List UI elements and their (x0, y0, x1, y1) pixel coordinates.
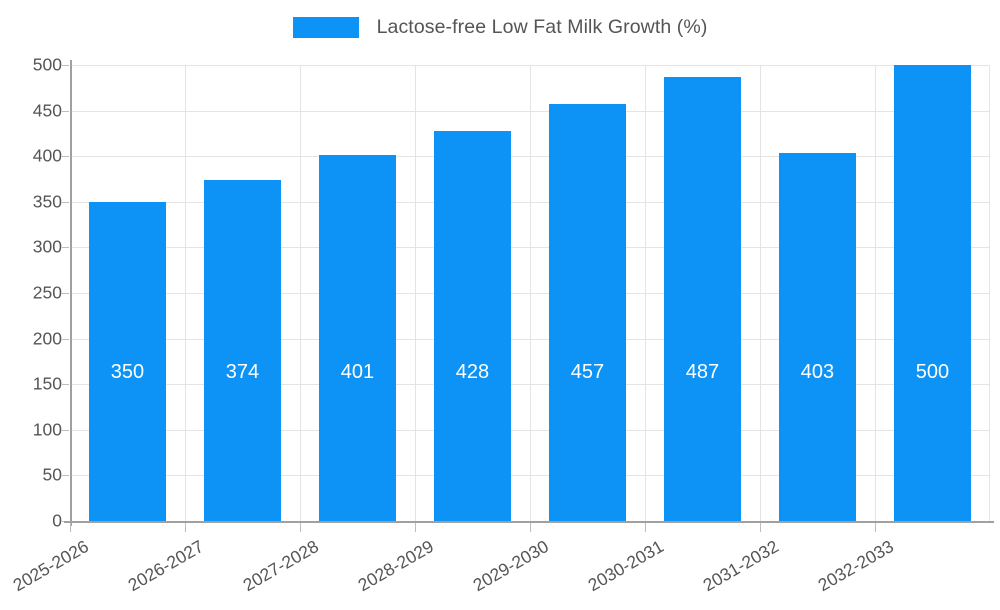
x-axis-tick-mark (530, 523, 531, 532)
y-axis-tick-label: 200 (32, 328, 62, 349)
bar[interactable]: 401 (319, 155, 396, 521)
bar-value-label: 487 (685, 361, 720, 383)
chart-legend: Lactose-free Low Fat Milk Growth (%) (0, 10, 1000, 44)
x-axis-tick-mark (760, 523, 761, 532)
x-axis-tick-label: 2028-2029 (354, 536, 437, 596)
x-axis-line (64, 521, 994, 523)
x-gridline (645, 65, 646, 521)
y-axis-tick-mark (62, 247, 69, 249)
y-axis-line (70, 60, 72, 526)
y-axis-tick-label: 350 (32, 191, 62, 212)
bar-value-label: 500 (915, 361, 950, 383)
bar[interactable]: 487 (664, 76, 741, 521)
y-axis-tick-mark (62, 65, 69, 66)
bar[interactable]: 350 (89, 201, 166, 521)
y-axis-tick-label: 300 (32, 236, 62, 257)
x-gridline (989, 65, 990, 521)
x-gridline (415, 65, 416, 521)
x-axis-tick-label: 2030-2031 (584, 536, 667, 596)
x-axis-tick-mark (875, 523, 876, 532)
y-axis-tick-label: 0 (52, 510, 62, 531)
bar[interactable]: 403 (779, 153, 856, 521)
y-axis-tick-mark (62, 475, 69, 477)
plot-area: 350 374 401 428 457 487 403 500 (70, 65, 990, 522)
x-axis-tick-mark (645, 523, 646, 532)
x-gridline (530, 65, 531, 521)
y-axis-tick-mark (62, 384, 69, 386)
x-axis-tick-mark (415, 523, 416, 532)
y-axis-tick-mark (62, 201, 69, 203)
bar[interactable]: 457 (549, 104, 626, 521)
x-gridline (760, 65, 761, 521)
y-axis-tick-label: 250 (32, 282, 62, 303)
bar-value-label: 428 (455, 361, 490, 383)
legend-color-swatch[interactable] (292, 16, 359, 38)
y-axis-tick-label: 400 (32, 145, 62, 166)
x-gridline (185, 65, 186, 521)
y-axis-tick-label: 450 (32, 100, 62, 121)
x-axis-tick-mark (185, 523, 186, 532)
x-axis-tick-mark (70, 523, 71, 532)
legend-label: Lactose-free Low Fat Milk Growth (%) (376, 15, 708, 38)
bar-value-label: 403 (800, 361, 835, 383)
y-axis-tick-mark (62, 338, 69, 340)
bar[interactable]: 500 (894, 65, 971, 521)
y-axis-tick-mark (62, 429, 69, 431)
x-gridline (875, 65, 876, 521)
x-axis-tick-label: 2032-2033 (814, 536, 897, 596)
y-axis-tick-label: 50 (42, 464, 62, 485)
x-axis-tick-mark (300, 523, 301, 532)
bar[interactable]: 428 (434, 130, 511, 521)
x-gridline (300, 65, 301, 521)
bar-value-label: 457 (570, 361, 605, 383)
y-axis-tick-mark (62, 156, 69, 158)
bar-value-label: 374 (225, 361, 260, 383)
y-axis-tick-label: 100 (32, 419, 62, 440)
bar-value-label: 401 (340, 361, 375, 383)
y-axis-labels: 0 50 100 150 200 250 300 350 400 450 500 (0, 0, 69, 600)
x-axis-tick-label: 2031-2032 (699, 536, 782, 596)
x-axis-tick-label: 2027-2028 (239, 536, 322, 596)
bar-value-label: 350 (110, 361, 145, 383)
x-axis-tick-label: 2026-2027 (124, 536, 207, 596)
x-axis-tick-label: 2029-2030 (469, 536, 552, 596)
y-axis-tick-label: 150 (32, 373, 62, 394)
bar[interactable]: 374 (204, 179, 281, 521)
y-axis-tick-label: 500 (32, 54, 62, 75)
y-axis-tick-mark (62, 110, 69, 112)
y-axis-tick-mark (62, 293, 69, 294)
